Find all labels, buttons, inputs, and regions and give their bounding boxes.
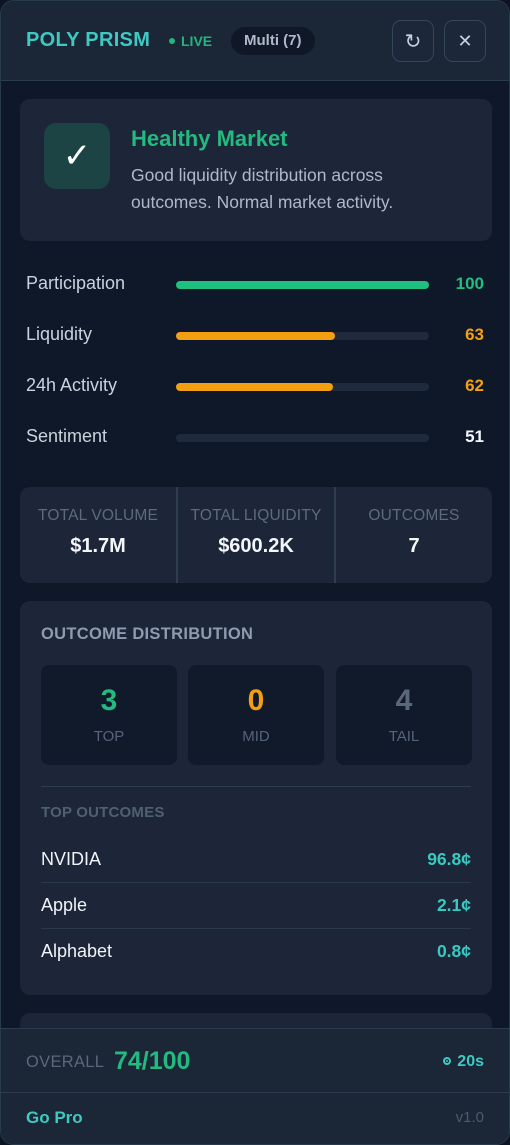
outcome-price: 2.1¢ [436, 894, 471, 915]
refresh-timer: 20s [443, 1053, 484, 1071]
divider [41, 786, 471, 787]
metric-label: 24h Activity [26, 375, 118, 395]
outcome-name: Apple [41, 894, 88, 915]
metric-bar-fill [176, 281, 429, 289]
stat-value: $600.2K [218, 535, 294, 557]
header: POLY PRISM LIVE Multi (7) ↻ ✕ [1, 1, 509, 81]
outcome-row[interactable]: NVIDIA 96.8¢ [41, 836, 471, 882]
metric-bar-fill [176, 332, 336, 340]
live-indicator: LIVE [169, 33, 212, 49]
live-dot-icon [169, 38, 175, 44]
stat-label: TOTAL VOLUME [37, 507, 159, 524]
metric-value: 63 [465, 325, 484, 344]
top-outcomes-title: TOP OUTCOMES [41, 804, 165, 821]
outcome-name: Alphabet [41, 940, 113, 961]
version-label: v1.0 [455, 1109, 484, 1126]
tier-label: TAIL [388, 728, 420, 745]
tier-label: TOP [93, 728, 125, 745]
outcome-row[interactable]: Apple 2.1¢ [41, 882, 471, 928]
bottom-bar: Go Pro v1.0 [1, 1092, 509, 1144]
outcome-row[interactable]: Alphabet 0.8¢ [41, 928, 471, 974]
tier-count: 0 [247, 684, 265, 717]
row-divider [41, 928, 471, 929]
health-title: Healthy Market [131, 126, 288, 151]
metric-bar-track [176, 434, 429, 442]
distribution-title: OUTCOME DISTRIBUTION [41, 625, 254, 643]
brand-title: POLY PRISM [26, 29, 151, 51]
metric-bar-track [176, 281, 429, 289]
stat-label: OUTCOMES [368, 507, 460, 524]
check-icon: ✓ [44, 123, 110, 189]
health-description: Good liquidity distribution across outco… [131, 165, 394, 212]
stat-value: $1.7M [70, 535, 126, 557]
market-type-badge: Multi (7) [231, 27, 315, 55]
tier-count: 4 [395, 684, 413, 717]
stat-value: 7 [408, 535, 420, 557]
overall-score: 74/100 [114, 1047, 191, 1075]
go-pro-link[interactable]: Go Pro [26, 1108, 83, 1127]
tier-label: MID [242, 728, 270, 745]
row-divider [41, 882, 471, 883]
timer-icon [443, 1057, 452, 1065]
market-health-card: ✓ Healthy Market Good liquidity distribu… [20, 99, 492, 241]
stat-total-volume: TOTAL VOLUME $1.7M [20, 487, 176, 583]
metric-label: Participation [26, 273, 126, 293]
stat-label: TOTAL LIQUIDITY [190, 507, 322, 524]
metric-bar-track [176, 383, 429, 391]
stat-total-liquidity: TOTAL LIQUIDITY $600.2K [176, 487, 334, 583]
tier-top: 3 TOP [41, 665, 177, 765]
close-button[interactable]: ✕ [444, 20, 486, 62]
refresh-icon: ↻ [404, 30, 422, 53]
close-icon: ✕ [457, 30, 473, 51]
metric-value: 62 [465, 376, 484, 395]
summary-stats: TOTAL VOLUME $1.7M TOTAL LIQUIDITY $600.… [20, 487, 492, 583]
tier-mid: 0 MID [188, 665, 324, 765]
metric-bar-track [176, 332, 429, 340]
metric-label: Sentiment [26, 426, 108, 446]
stat-outcomes: OUTCOMES 7 [334, 487, 492, 583]
overall-label: OVERALL [26, 1053, 105, 1071]
outcome-price: 0.8¢ [436, 940, 471, 961]
outcome-price: 96.8¢ [427, 848, 471, 869]
overall-score-bar: OVERALL 74/100 20s [1, 1028, 509, 1092]
outcome-distribution-card: OUTCOME DISTRIBUTION 3 TOP 0 MID 4 TAIL … [20, 601, 492, 995]
metric-value: 51 [465, 427, 484, 446]
tier-tail: 4 TAIL [336, 665, 472, 765]
refresh-button[interactable]: ↻ [392, 20, 434, 62]
metric-label: Liquidity [26, 324, 93, 344]
live-label: LIVE [181, 33, 213, 49]
metric-value: 100 [455, 274, 484, 293]
outcome-name: NVIDIA [41, 848, 102, 869]
tier-count: 3 [100, 684, 118, 717]
metric-bar-fill [176, 383, 333, 391]
timer-value: 20s [457, 1053, 484, 1070]
